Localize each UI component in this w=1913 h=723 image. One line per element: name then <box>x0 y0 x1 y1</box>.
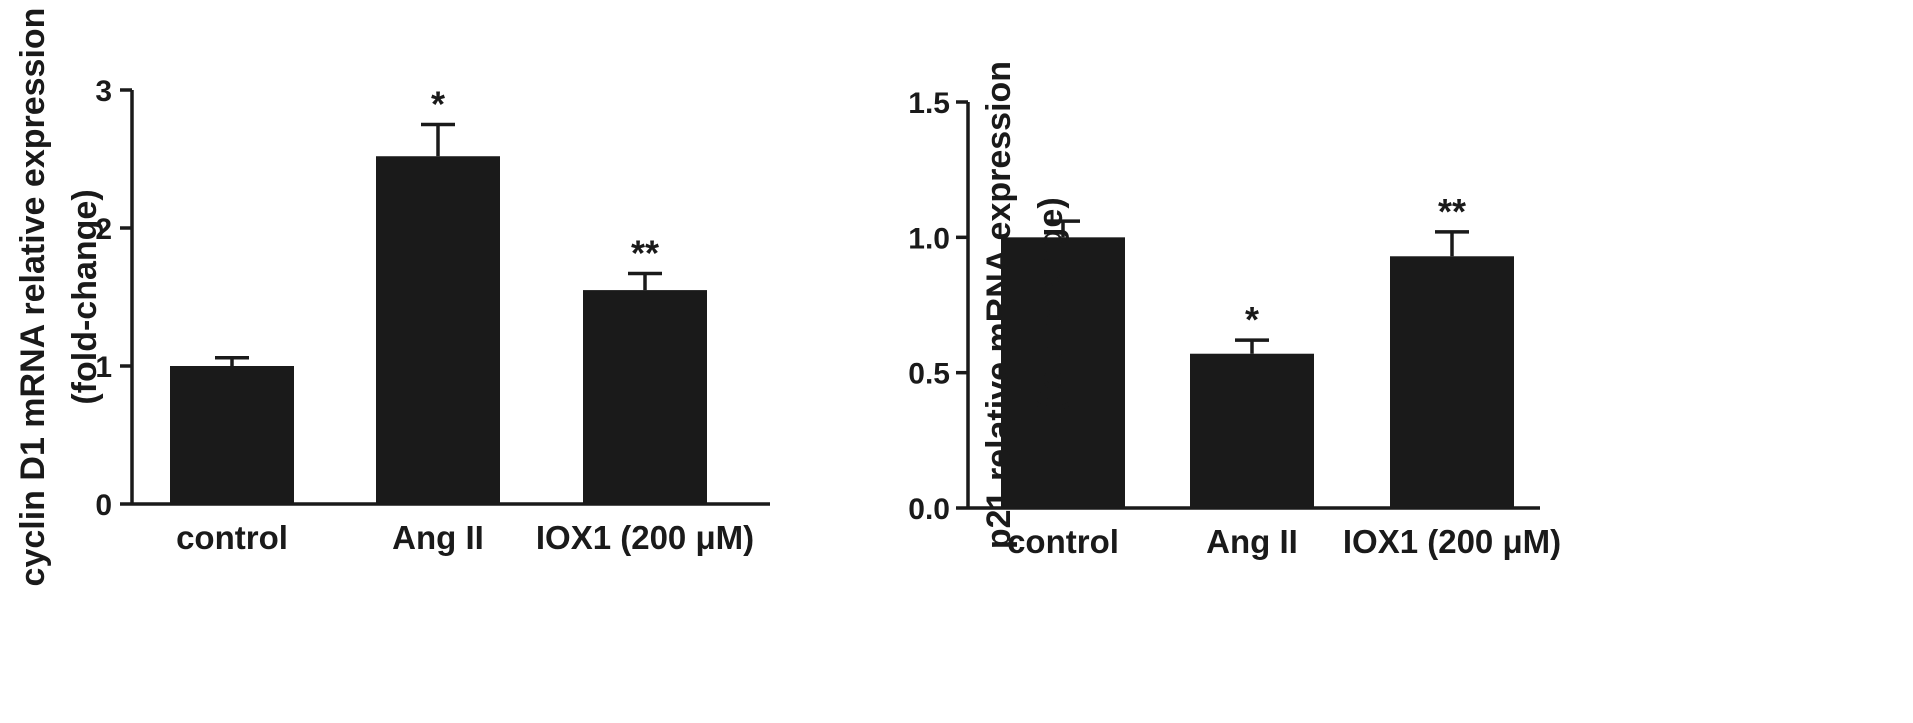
y-tick-label-3: 3 <box>95 75 112 108</box>
cyclin-d1-chart: control * Ang II ** IOX1 (200 μM) 0 1 2 3 cyclin … <box>14 8 770 587</box>
y-tick-label-0: 0.0 <box>908 493 950 526</box>
y-tick-label-2: 1.0 <box>908 222 950 255</box>
y-tick-label-1: 0.5 <box>908 358 950 391</box>
y-axis-label-line-0: cyclin D1 mRNA relative expression <box>14 8 52 587</box>
y-tick-label-1: 1 <box>95 351 112 384</box>
bar-2 <box>583 290 707 504</box>
category-label-0: control <box>176 519 288 556</box>
category-label-1: Ang II <box>1206 523 1298 560</box>
bar-1 <box>376 156 500 505</box>
y-axis-label-line-1: (fold-change) <box>1032 197 1070 412</box>
p21-chart: control * Ang II ** IOX1 (200 μM) 0.0 0.5 1.0 1.… <box>908 61 1561 560</box>
category-label-0: control <box>1007 523 1119 560</box>
y-tick-label-3: 1.5 <box>908 87 950 120</box>
y-axis-label-line-1: (fold-change) <box>66 189 104 404</box>
bar-1 <box>1190 353 1314 508</box>
bar-0 <box>170 366 294 504</box>
significance-label-1: * <box>431 84 445 125</box>
category-label-1: Ang II <box>392 519 484 556</box>
y-axis-label-line-0: p21 relative mRNA expression <box>980 61 1018 549</box>
bar-0 <box>1001 237 1125 509</box>
significance-label-2: ** <box>631 233 659 274</box>
category-label-2: IOX1 (200 μM) <box>536 519 754 556</box>
y-tick-label-2: 2 <box>95 213 112 246</box>
y-tick-label-0: 0 <box>95 489 112 522</box>
category-label-2: IOX1 (200 μM) <box>1343 523 1561 560</box>
significance-label-2: ** <box>1438 191 1466 232</box>
significance-label-1: * <box>1245 299 1259 340</box>
bar-2 <box>1390 256 1514 508</box>
